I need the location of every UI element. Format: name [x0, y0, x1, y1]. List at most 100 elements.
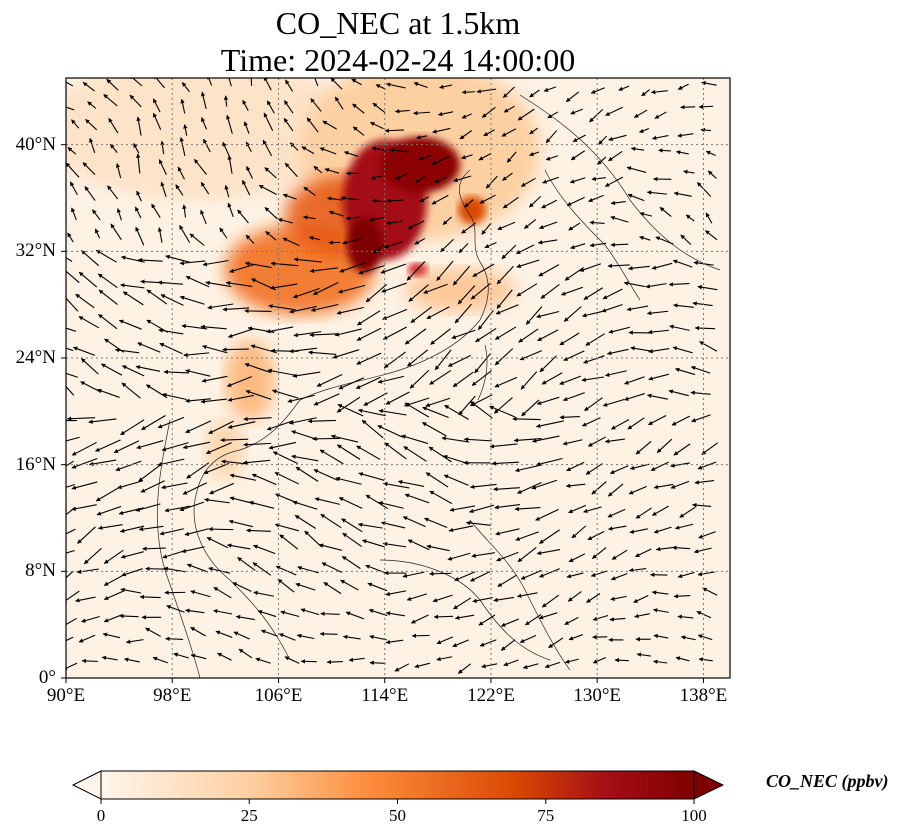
wind-arrow	[524, 613, 542, 626]
wind-arrow	[677, 133, 694, 138]
wind-arrow	[165, 254, 190, 263]
wind-arrow	[200, 209, 207, 225]
wind-arrow	[267, 368, 295, 376]
wind-arrow	[566, 461, 585, 472]
wind-arrow	[522, 663, 539, 670]
wind-arrow	[700, 127, 712, 133]
wind-arrow	[485, 175, 498, 189]
wind-arrow	[496, 551, 519, 562]
wind-arrow	[246, 528, 272, 533]
wind-arrow	[182, 441, 211, 450]
wind-arrow	[294, 514, 317, 529]
wind-arrow	[636, 652, 651, 657]
wind-arrow	[190, 626, 206, 637]
wind-arrow	[583, 506, 602, 514]
wind-arrow	[229, 473, 256, 481]
wind-arrow	[635, 440, 652, 455]
wind-arrow	[384, 128, 405, 133]
wind-arrow	[516, 592, 538, 598]
wind-arrow	[271, 389, 299, 399]
wind-arrow	[121, 365, 145, 377]
wind-arrow	[679, 506, 696, 518]
wind-arrow	[634, 548, 652, 558]
wind-arrow	[357, 408, 386, 417]
wind-arrow	[142, 546, 166, 551]
longitude-tick-label: 138°E	[679, 685, 728, 706]
wind-arrow	[585, 463, 603, 475]
axis-ticks	[61, 144, 704, 683]
wind-arrow	[66, 294, 79, 312]
wind-arrow	[382, 308, 408, 320]
wind-arrow	[567, 591, 582, 602]
wind-arrow	[320, 513, 342, 529]
wind-arrow	[471, 370, 492, 386]
wind-arrow	[389, 148, 410, 153]
wind-arrow	[293, 331, 322, 338]
wind-arrow	[153, 78, 165, 89]
wind-arrow	[232, 582, 252, 592]
wind-arrow	[489, 405, 516, 418]
wind-arrow	[266, 326, 294, 334]
wind-arrow	[356, 352, 382, 365]
wind-arrow	[241, 179, 251, 196]
wind-arrow	[434, 176, 447, 184]
wind-arrow	[66, 484, 76, 488]
wind-arrow	[291, 454, 319, 462]
wind-arrow	[110, 223, 122, 240]
wind-arrow	[193, 158, 207, 175]
wind-arrow	[342, 238, 362, 245]
wind-arrow	[88, 418, 117, 424]
wind-arrow	[369, 660, 386, 666]
wind-arrow	[608, 326, 631, 334]
wind-arrow	[173, 652, 189, 659]
wind-arrow	[544, 661, 561, 669]
wind-arrow	[292, 500, 318, 510]
wind-arrow	[136, 116, 142, 136]
wind-arrow	[624, 376, 645, 385]
wind-arrow	[82, 162, 96, 175]
map-panel	[61, 77, 731, 683]
wind-arrow	[313, 469, 339, 481]
wind-arrow	[436, 260, 454, 281]
wind-arrow	[162, 550, 186, 559]
wind-arrow	[89, 137, 96, 153]
wind-arrow	[318, 543, 342, 551]
wind-arrow	[334, 328, 362, 337]
wind-arrow	[272, 451, 298, 465]
wind-arrow	[278, 633, 296, 641]
wind-arrow	[564, 616, 579, 626]
latitude-tick-label: 0°	[38, 667, 56, 688]
wind-arrow	[76, 568, 99, 574]
wind-arrow	[407, 539, 430, 551]
wind-arrow	[503, 105, 515, 113]
wind-arrow	[585, 333, 605, 346]
wind-arrow	[320, 611, 340, 616]
wind-arrow	[83, 547, 102, 565]
wind-arrow	[368, 608, 388, 617]
longitude-tick-label: 122°E	[467, 685, 515, 706]
wind-arrow	[547, 111, 559, 119]
wind-arrow	[439, 84, 453, 89]
wind-arrow	[673, 443, 691, 456]
wind-arrow	[668, 282, 690, 287]
wind-arrow	[570, 108, 583, 115]
wind-arrow	[470, 570, 491, 582]
wind-arrow	[465, 520, 491, 526]
wind-arrow	[529, 127, 538, 135]
wind-arrow	[592, 547, 607, 559]
wind-arrow	[103, 549, 124, 564]
wind-arrow	[459, 130, 473, 140]
wind-arrow	[177, 166, 185, 180]
wind-arrow	[207, 303, 234, 310]
wind-arrow	[452, 265, 471, 286]
wind-arrow	[426, 544, 450, 552]
wind-arrow	[515, 531, 539, 541]
wind-arrow	[78, 271, 98, 288]
wind-arrow	[628, 265, 650, 271]
wind-arrow	[457, 285, 476, 305]
wind-arrow	[72, 346, 96, 356]
wind-arrow	[674, 523, 694, 530]
wind-arrow	[357, 310, 381, 326]
wind-arrow	[158, 159, 167, 175]
wind-arrow	[539, 529, 560, 544]
